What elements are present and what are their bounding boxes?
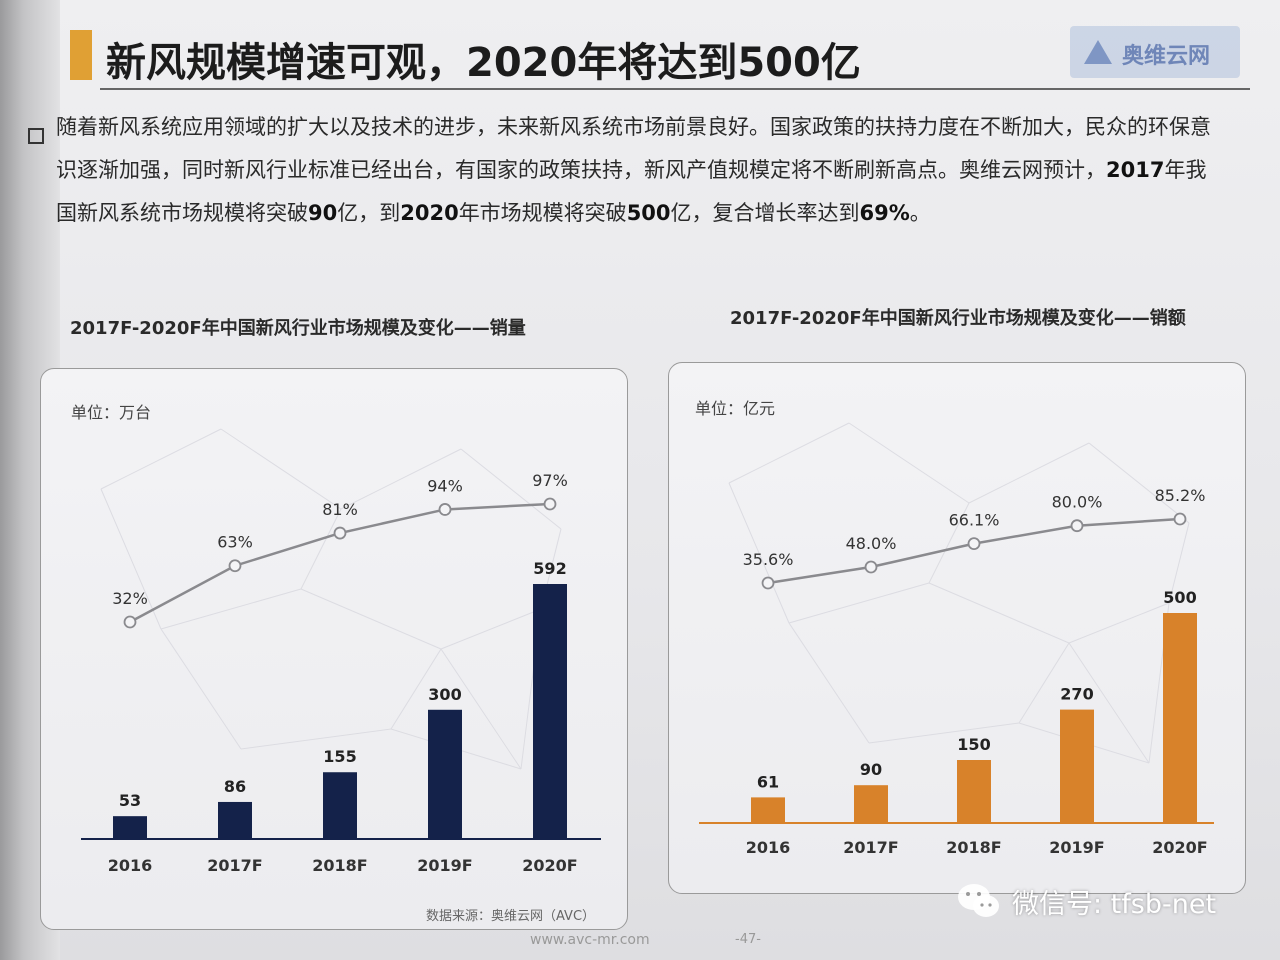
line-point [438,503,452,516]
x-tick-label: 2020F [522,856,577,875]
background-texture [100,428,562,770]
x-tick-label: 2016 [108,856,153,875]
line-point [967,537,981,551]
bar-2018F [323,772,357,839]
line-point-label: 94% [427,476,463,495]
bar-2019F [1060,709,1094,823]
background-texture [728,422,1190,764]
logo-mark-icon [1084,40,1112,64]
bar-value-label: 53 [119,791,141,810]
bar-2020F [1163,613,1197,823]
chart-source: 数据来源：奥维云网（AVC） [426,909,596,924]
title-underline [100,88,1250,90]
bar-value-label: 300 [428,685,461,704]
line-point [1070,519,1084,533]
bullet-square-icon [28,128,44,144]
chart-volume-plot: 53 2016 86 2017F 155 2018F 300 2019F 592 2020F 32%… [81,428,601,875]
x-tick-label: 2017F [843,838,898,857]
page-title: 新风规模增速可观，2020年将达到500亿 [106,40,861,86]
bar-2016 [751,797,785,823]
intro-text: 亿，到 [337,201,401,225]
chart-title-revenue: 2017F-2020F年中国新风行业市场规模及变化——销额 [730,308,1186,329]
bar-value-label: 270 [1060,685,1093,704]
bar-value-label: 61 [757,772,779,791]
line-point [543,497,557,511]
chart-revenue-plot: 61 2016 90 2017F 150 2018F 270 2019F 500 2020F 35.… [699,422,1214,857]
wechat-icon [958,884,999,917]
bar-2017F [854,785,888,823]
bar-2018F [957,760,991,823]
footer-url: www.avc-mr.com [530,932,650,948]
page-number: -47- [735,932,761,947]
x-tick-label: 2016 [746,838,791,857]
share-line-series [129,502,551,624]
intro-value-90: 90 [308,201,338,225]
line-point-label: 35.6% [743,550,794,569]
logo-text: 奥维云网 [1122,44,1211,69]
line-point [864,560,878,574]
intro-value-500: 500 [626,201,671,225]
line-point-label: 32% [112,589,148,608]
bar-value-label: 90 [860,760,882,779]
title-accent [70,30,92,80]
line-point-label: 81% [322,500,358,519]
wechat-id-text: 微信号: tfsb-net [1012,888,1217,920]
intro-growth-rate: 69% [859,201,910,225]
line-point-label: 48.0% [846,534,897,553]
intro-year-2020: 2020 [400,201,459,225]
chart-title-volume: 2017F-2020F年中国新风行业市场规模及变化——销量 [70,318,526,339]
bar-2020F [533,584,567,839]
intro-text: 随着新风系统应用领域的扩大以及技术的进步，未来新风系统市场前景良好。国家政策的扶… [56,115,1211,182]
intro-paragraph: 随着新风系统应用领域的扩大以及技术的进步，未来新风系统市场前景良好。国家政策的扶… [56,106,1216,235]
bar-2016 [113,816,147,839]
line-point [228,559,242,573]
intro-text: 年我国新风系统市场规模将突破 [56,158,1207,225]
line-point [333,526,347,540]
line-point [761,576,775,590]
line-point [1173,512,1187,526]
chart-unit-label: 单位：万台 [71,403,152,422]
intro-text: 。 [909,201,931,225]
wechat-watermark: 微信号: tfsb-net [956,876,1216,926]
line-point-label: 85.2% [1155,486,1206,505]
line-point-label: 63% [217,533,253,552]
chart-volume: 单位：万台 53 2016 86 2017F 155 2018F 300 2019F 592 20… [40,368,628,930]
bar-value-label: 155 [323,747,356,766]
x-tick-label: 2019F [417,856,472,875]
chart-unit-label: 单位：亿元 [695,399,776,418]
bar-value-label: 86 [224,777,246,796]
line-point [123,615,137,629]
bar-value-label: 150 [957,735,990,754]
line-point-label: 97% [532,471,568,490]
intro-text: 亿，复合增长率达到 [670,201,860,225]
logo: 奥维云网 [1070,26,1240,78]
intro-text: 年市场规模将突破 [458,201,627,225]
bar-value-label: 592 [533,559,566,578]
title-bar: 新风规模增速可观，2020年将达到500亿 奥维云网 [70,20,1255,90]
x-tick-label: 2020F [1152,838,1207,857]
bar-2017F [218,801,252,839]
line-point-label: 80.0% [1052,493,1103,512]
bar-value-label: 500 [1163,588,1196,607]
chart-revenue: 单位：亿元 61 2016 90 2017F 150 2018F 270 2019F 500 20… [668,362,1246,894]
x-tick-label: 2019F [1049,838,1104,857]
intro-year-2017: 2017 [1106,158,1165,182]
x-tick-label: 2018F [312,856,367,875]
line-point-label: 66.1% [949,511,1000,530]
x-tick-label: 2018F [946,838,1001,857]
x-tick-label: 2017F [207,856,262,875]
bar-2019F [428,709,462,839]
